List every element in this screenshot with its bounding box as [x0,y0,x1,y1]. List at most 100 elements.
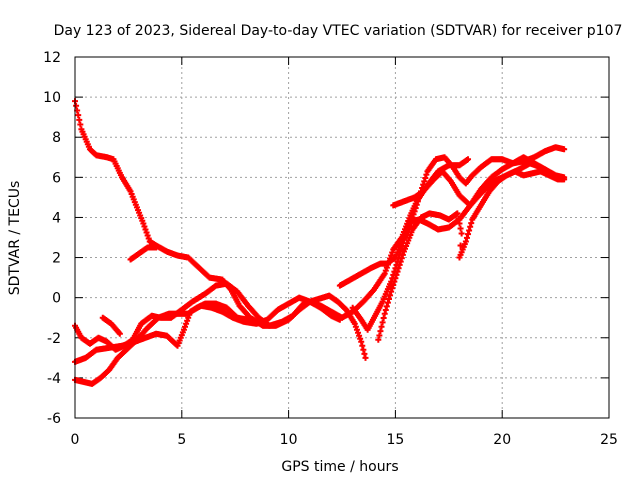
data-point [389,249,396,256]
y-tick-label: 12 [43,50,61,66]
data-points [72,98,568,387]
y-tick-label: 2 [52,251,61,267]
data-point [380,315,387,322]
data-point [140,220,147,227]
data-point [387,292,394,299]
data-point [351,320,358,327]
y-tick-label: 6 [52,170,61,186]
data-point [465,156,472,163]
data-point [184,317,191,324]
data-point [400,236,407,243]
data-point [356,332,363,339]
data-point [389,275,396,282]
data-point [391,268,398,275]
y-tick-label: -6 [47,411,61,427]
data-point [397,247,404,254]
data-point [422,175,429,182]
data-point [463,234,470,241]
data-point [245,316,252,323]
data-point [410,211,417,218]
data-point [420,181,427,188]
data-point [376,332,383,339]
data-point [402,233,409,240]
data-point [454,210,461,217]
data-point [405,224,412,231]
data-point [141,223,148,230]
data-point [423,171,430,178]
data-point [382,267,389,274]
y-tick-label: 4 [52,210,61,226]
data-point [73,102,80,109]
data-point [384,299,391,306]
data-point [403,230,410,237]
x-tick-label: 25 [600,432,618,448]
data-point [352,323,359,330]
y-axis-label: SDTVAR / TECUs [7,181,23,296]
data-point [142,226,149,233]
data-series [349,160,566,333]
data-series [72,300,252,387]
data-point [457,242,464,249]
data-point [398,243,405,250]
data-point [413,201,420,208]
x-tick-label: 20 [493,432,511,448]
data-point [561,174,568,181]
data-point [362,354,369,361]
data-series [127,244,160,263]
data-point [393,261,400,268]
data-series [99,314,123,337]
data-point [468,220,475,227]
data-point [457,225,464,232]
grid-lines [75,57,609,418]
data-point [399,240,406,247]
data-point [353,326,360,333]
tick-marks [74,56,610,419]
data-point [77,121,84,128]
data-point [153,244,160,251]
plot-border [74,56,610,419]
data-series [390,154,568,209]
data-point [145,235,152,242]
data-point [388,278,395,285]
data-point [375,336,382,343]
data-point [395,254,402,261]
y-tick-label: 10 [43,90,61,106]
data-point [359,342,366,349]
data-point [379,319,386,326]
data-point [143,229,150,236]
data-point [183,320,190,327]
data-point [382,307,389,314]
data-point [411,208,418,215]
data-point [385,296,392,303]
data-point [75,112,82,119]
data-point [390,271,397,278]
data-point [361,350,368,357]
data-point [116,330,123,337]
chart-title: Day 123 of 2023, Sidereal Day-to-day VTE… [54,23,623,39]
data-series [375,168,568,343]
data-point [76,116,83,123]
data-point [404,227,411,234]
data-point [414,198,421,205]
x-tick-label: 10 [280,432,298,448]
data-point [358,338,365,345]
data-point [381,270,388,277]
y-tick-label: 8 [52,130,61,146]
data-point [355,329,362,336]
x-axis-label: GPS time / hours [281,459,398,475]
data-point [357,335,364,342]
data-point [561,146,568,153]
data-point [462,238,469,245]
data-point [458,230,465,237]
data-point [383,303,390,310]
data-point [377,328,384,335]
x-tick-labels: 0 5 10 15 20 25 [71,432,618,448]
y-tick-label: 0 [52,291,61,307]
x-tick-label: 15 [386,432,404,448]
y-tick-label: -2 [47,331,61,347]
data-point [392,265,399,272]
data-point [180,326,187,333]
data-point [360,346,367,353]
x-tick-label: 5 [177,432,186,448]
